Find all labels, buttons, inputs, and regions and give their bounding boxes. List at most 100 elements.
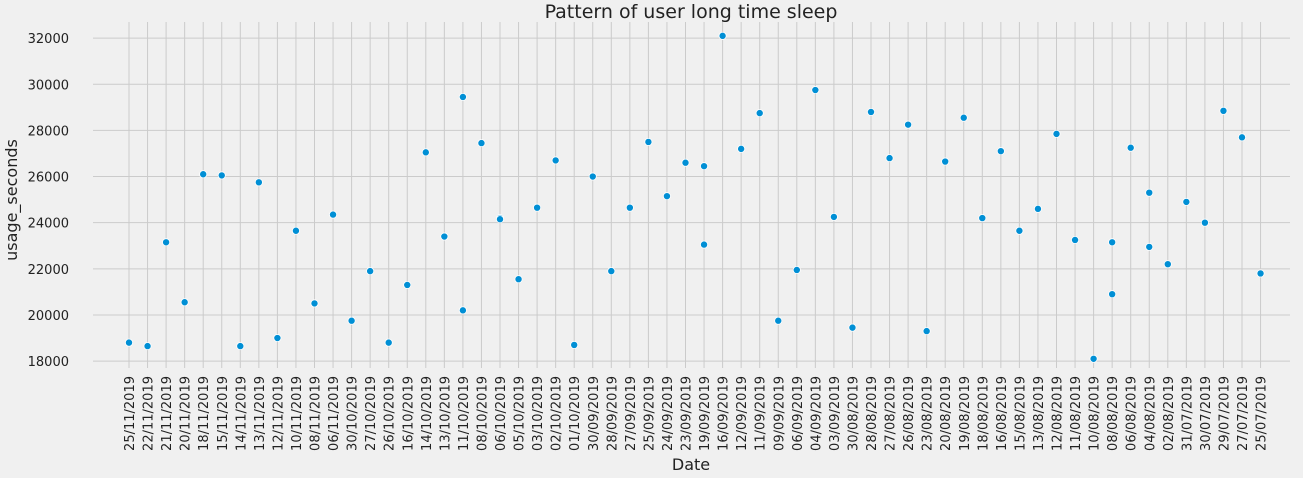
y-tick-label: 20000 xyxy=(28,309,69,324)
data-point xyxy=(217,171,226,180)
x-tick-label: 25/07/2019 xyxy=(1255,376,1270,451)
data-point xyxy=(755,109,764,118)
x-tick-label: 06/08/2019 xyxy=(1125,376,1140,451)
data-point xyxy=(1108,290,1117,299)
data-point xyxy=(681,158,690,167)
y-tick-label: 22000 xyxy=(28,263,69,278)
data-point xyxy=(477,139,486,148)
x-tick-label: 06/09/2019 xyxy=(791,376,806,451)
x-tick-label: 06/11/2019 xyxy=(327,376,342,451)
data-point xyxy=(366,267,375,276)
data-point xyxy=(904,120,913,129)
data-point xyxy=(978,214,987,223)
data-point xyxy=(625,203,634,212)
data-point xyxy=(607,267,616,276)
x-tick-label: 10/08/2019 xyxy=(1088,376,1103,451)
x-tick-label: 13/08/2019 xyxy=(1032,376,1047,451)
chart-title: Pattern of user long time sleep xyxy=(545,1,838,23)
x-tick-label: 08/11/2019 xyxy=(309,376,324,451)
data-point xyxy=(829,212,838,221)
data-point xyxy=(551,156,560,165)
x-tick-label: 20/11/2019 xyxy=(179,376,194,451)
x-tick-label: 11/08/2019 xyxy=(1069,376,1084,451)
data-point xyxy=(199,170,208,179)
data-point xyxy=(737,144,746,153)
x-tick-label: 10/11/2019 xyxy=(290,376,305,451)
data-point xyxy=(588,172,597,181)
x-tick-label: 05/10/2019 xyxy=(513,376,528,451)
x-tick-label: 23/09/2019 xyxy=(680,376,695,451)
data-point xyxy=(959,113,968,122)
y-tick-label: 32000 xyxy=(28,32,69,47)
x-tick-label: 22/11/2019 xyxy=(142,376,157,451)
data-point xyxy=(700,240,709,249)
data-point xyxy=(1071,235,1080,244)
data-point xyxy=(1089,354,1098,363)
x-tick-label: 30/10/2019 xyxy=(346,376,361,451)
x-axis-title: Date xyxy=(672,455,710,474)
data-point xyxy=(347,316,356,325)
x-tick-label: 31/07/2019 xyxy=(1180,376,1195,451)
data-point xyxy=(1200,218,1209,227)
data-point xyxy=(996,147,1005,156)
data-point xyxy=(774,316,783,325)
x-tick-label: 18/08/2019 xyxy=(976,376,991,451)
x-tick-label: 27/09/2019 xyxy=(624,376,639,451)
x-tick-label: 26/10/2019 xyxy=(383,376,398,451)
data-point xyxy=(848,323,857,332)
x-tick-label: 29/07/2019 xyxy=(1217,376,1232,451)
x-tick-label: 21/11/2019 xyxy=(160,376,175,451)
x-tick-label: 15/11/2019 xyxy=(216,376,231,451)
x-tick-label: 26/08/2019 xyxy=(902,376,917,451)
data-point xyxy=(1182,197,1191,206)
x-tick-label: 16/09/2019 xyxy=(717,376,732,451)
x-tick-label: 13/10/2019 xyxy=(438,376,453,451)
x-tick-label: 18/11/2019 xyxy=(197,376,212,451)
x-tick-label: 12/08/2019 xyxy=(1051,376,1066,451)
data-point xyxy=(1126,143,1135,152)
x-tick-label: 28/09/2019 xyxy=(605,376,620,451)
x-tick-label: 28/08/2019 xyxy=(865,376,880,451)
x-tick-label: 02/10/2019 xyxy=(550,376,565,451)
data-point xyxy=(514,275,523,284)
data-point xyxy=(236,342,245,351)
data-point xyxy=(162,238,171,247)
data-point xyxy=(291,226,300,235)
x-tick-label: 03/10/2019 xyxy=(531,376,546,451)
x-tick-label: 20/08/2019 xyxy=(939,376,954,451)
data-point xyxy=(644,137,653,146)
x-tick-label: 27/10/2019 xyxy=(364,376,379,451)
x-tick-label: 06/10/2019 xyxy=(494,376,509,451)
grid xyxy=(93,22,1290,368)
data-point xyxy=(440,232,449,241)
x-tick-label: 03/09/2019 xyxy=(828,376,843,451)
x-tick-label: 19/09/2019 xyxy=(698,376,713,451)
x-tick-label: 15/08/2019 xyxy=(1013,376,1028,451)
x-axis-ticks: 25/11/2019 22/11/2019 21/11/2019 20/11/2019… xyxy=(123,376,1270,451)
data-point xyxy=(533,203,542,212)
x-tick-label: 11/10/2019 xyxy=(457,376,472,451)
x-tick-label: 11/09/2019 xyxy=(754,376,769,451)
data-points xyxy=(125,31,1265,363)
x-tick-label: 08/10/2019 xyxy=(475,376,490,451)
x-tick-label: 16/08/2019 xyxy=(995,376,1010,451)
data-point xyxy=(1219,106,1228,115)
x-tick-label: 13/11/2019 xyxy=(253,376,268,451)
data-point xyxy=(458,92,467,101)
data-point xyxy=(1015,226,1024,235)
data-point xyxy=(811,86,820,95)
x-tick-label: 27/08/2019 xyxy=(884,376,899,451)
data-point xyxy=(792,265,801,274)
data-point xyxy=(941,157,950,166)
data-point xyxy=(458,306,467,315)
x-tick-label: 30/08/2019 xyxy=(846,376,861,451)
data-point xyxy=(885,154,894,163)
x-tick-label: 08/08/2019 xyxy=(1106,376,1121,451)
x-tick-label: 25/09/2019 xyxy=(642,376,657,451)
x-tick-label: 01/10/2019 xyxy=(568,376,583,451)
x-tick-label: 14/10/2019 xyxy=(420,376,435,451)
data-point xyxy=(125,338,134,347)
